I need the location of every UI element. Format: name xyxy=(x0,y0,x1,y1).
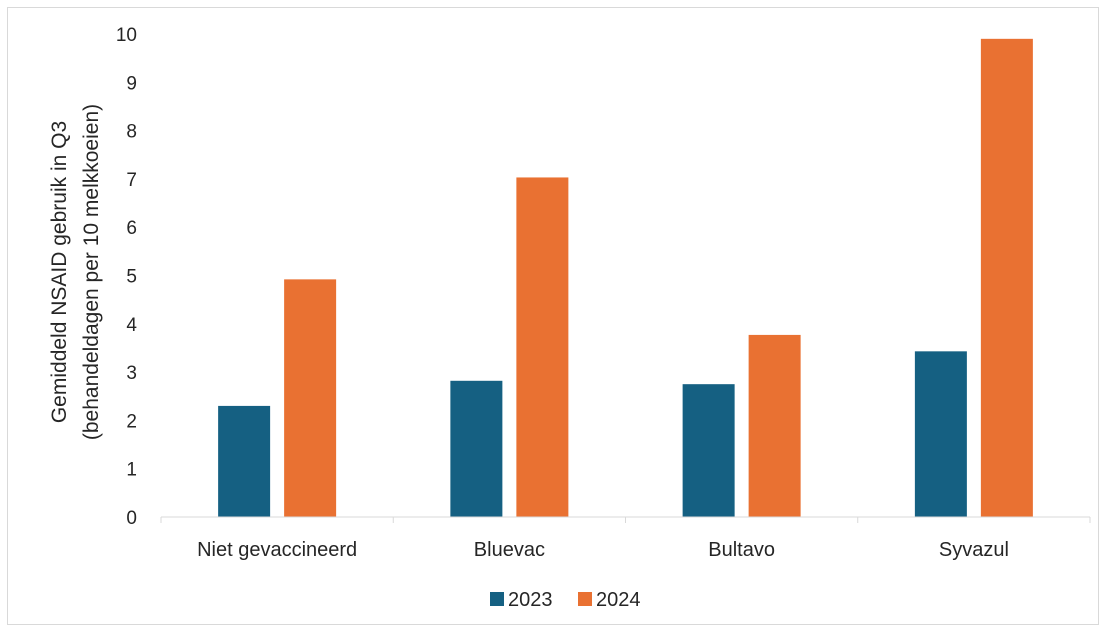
legend-swatch-2023 xyxy=(490,592,504,606)
category-labels: Niet gevaccineerd Bluevac Bultavo Syvazul xyxy=(197,539,1009,561)
category-label: Syvazul xyxy=(939,539,1009,561)
y-tick-label: 5 xyxy=(126,267,137,288)
y-tick-label: 10 xyxy=(116,25,137,46)
bar-2023-0 xyxy=(218,405,271,517)
y-tick-label: 8 xyxy=(126,122,137,143)
bar-2023-3 xyxy=(914,351,967,517)
category-label: Bluevac xyxy=(474,539,545,561)
y-tick-label: 6 xyxy=(126,218,137,239)
legend-label-2024: 2024 xyxy=(596,589,641,611)
bar-2024-1 xyxy=(516,177,569,518)
y-tick-label: 3 xyxy=(126,363,137,384)
y-tick-label: 0 xyxy=(126,508,137,529)
bar-2024-2 xyxy=(748,334,801,517)
y-tick-label: 7 xyxy=(126,170,137,191)
y-axis-ticks: 0 1 2 3 4 5 6 7 8 9 10 xyxy=(116,25,138,529)
y-axis-title: Gemiddeld NSAID gebruik in Q3 (behandeld… xyxy=(48,104,103,440)
bar-2023-2 xyxy=(682,384,735,517)
legend-label-2023: 2023 xyxy=(508,589,553,611)
bars xyxy=(218,38,1033,518)
bar-2024-0 xyxy=(284,279,337,517)
y-tick-label: 2 xyxy=(126,411,137,432)
bar-2023-1 xyxy=(450,380,503,517)
bar-2024-3 xyxy=(980,38,1033,518)
y-tick-label: 4 xyxy=(126,315,137,336)
y-tick-label: 1 xyxy=(126,460,137,481)
y-axis-title-line-2: (behandeldagen per 10 melkkoeien) xyxy=(80,104,103,440)
x-axis-tick-marks xyxy=(160,517,1091,523)
legend: 2023 2024 xyxy=(490,589,641,611)
y-axis-title-line-1: Gemiddeld NSAID gebruik in Q3 xyxy=(48,121,71,423)
y-tick-label: 9 xyxy=(126,73,137,94)
category-label: Niet gevaccineerd xyxy=(197,539,357,561)
category-label: Bultavo xyxy=(708,539,775,561)
legend-swatch-2024 xyxy=(578,592,592,606)
